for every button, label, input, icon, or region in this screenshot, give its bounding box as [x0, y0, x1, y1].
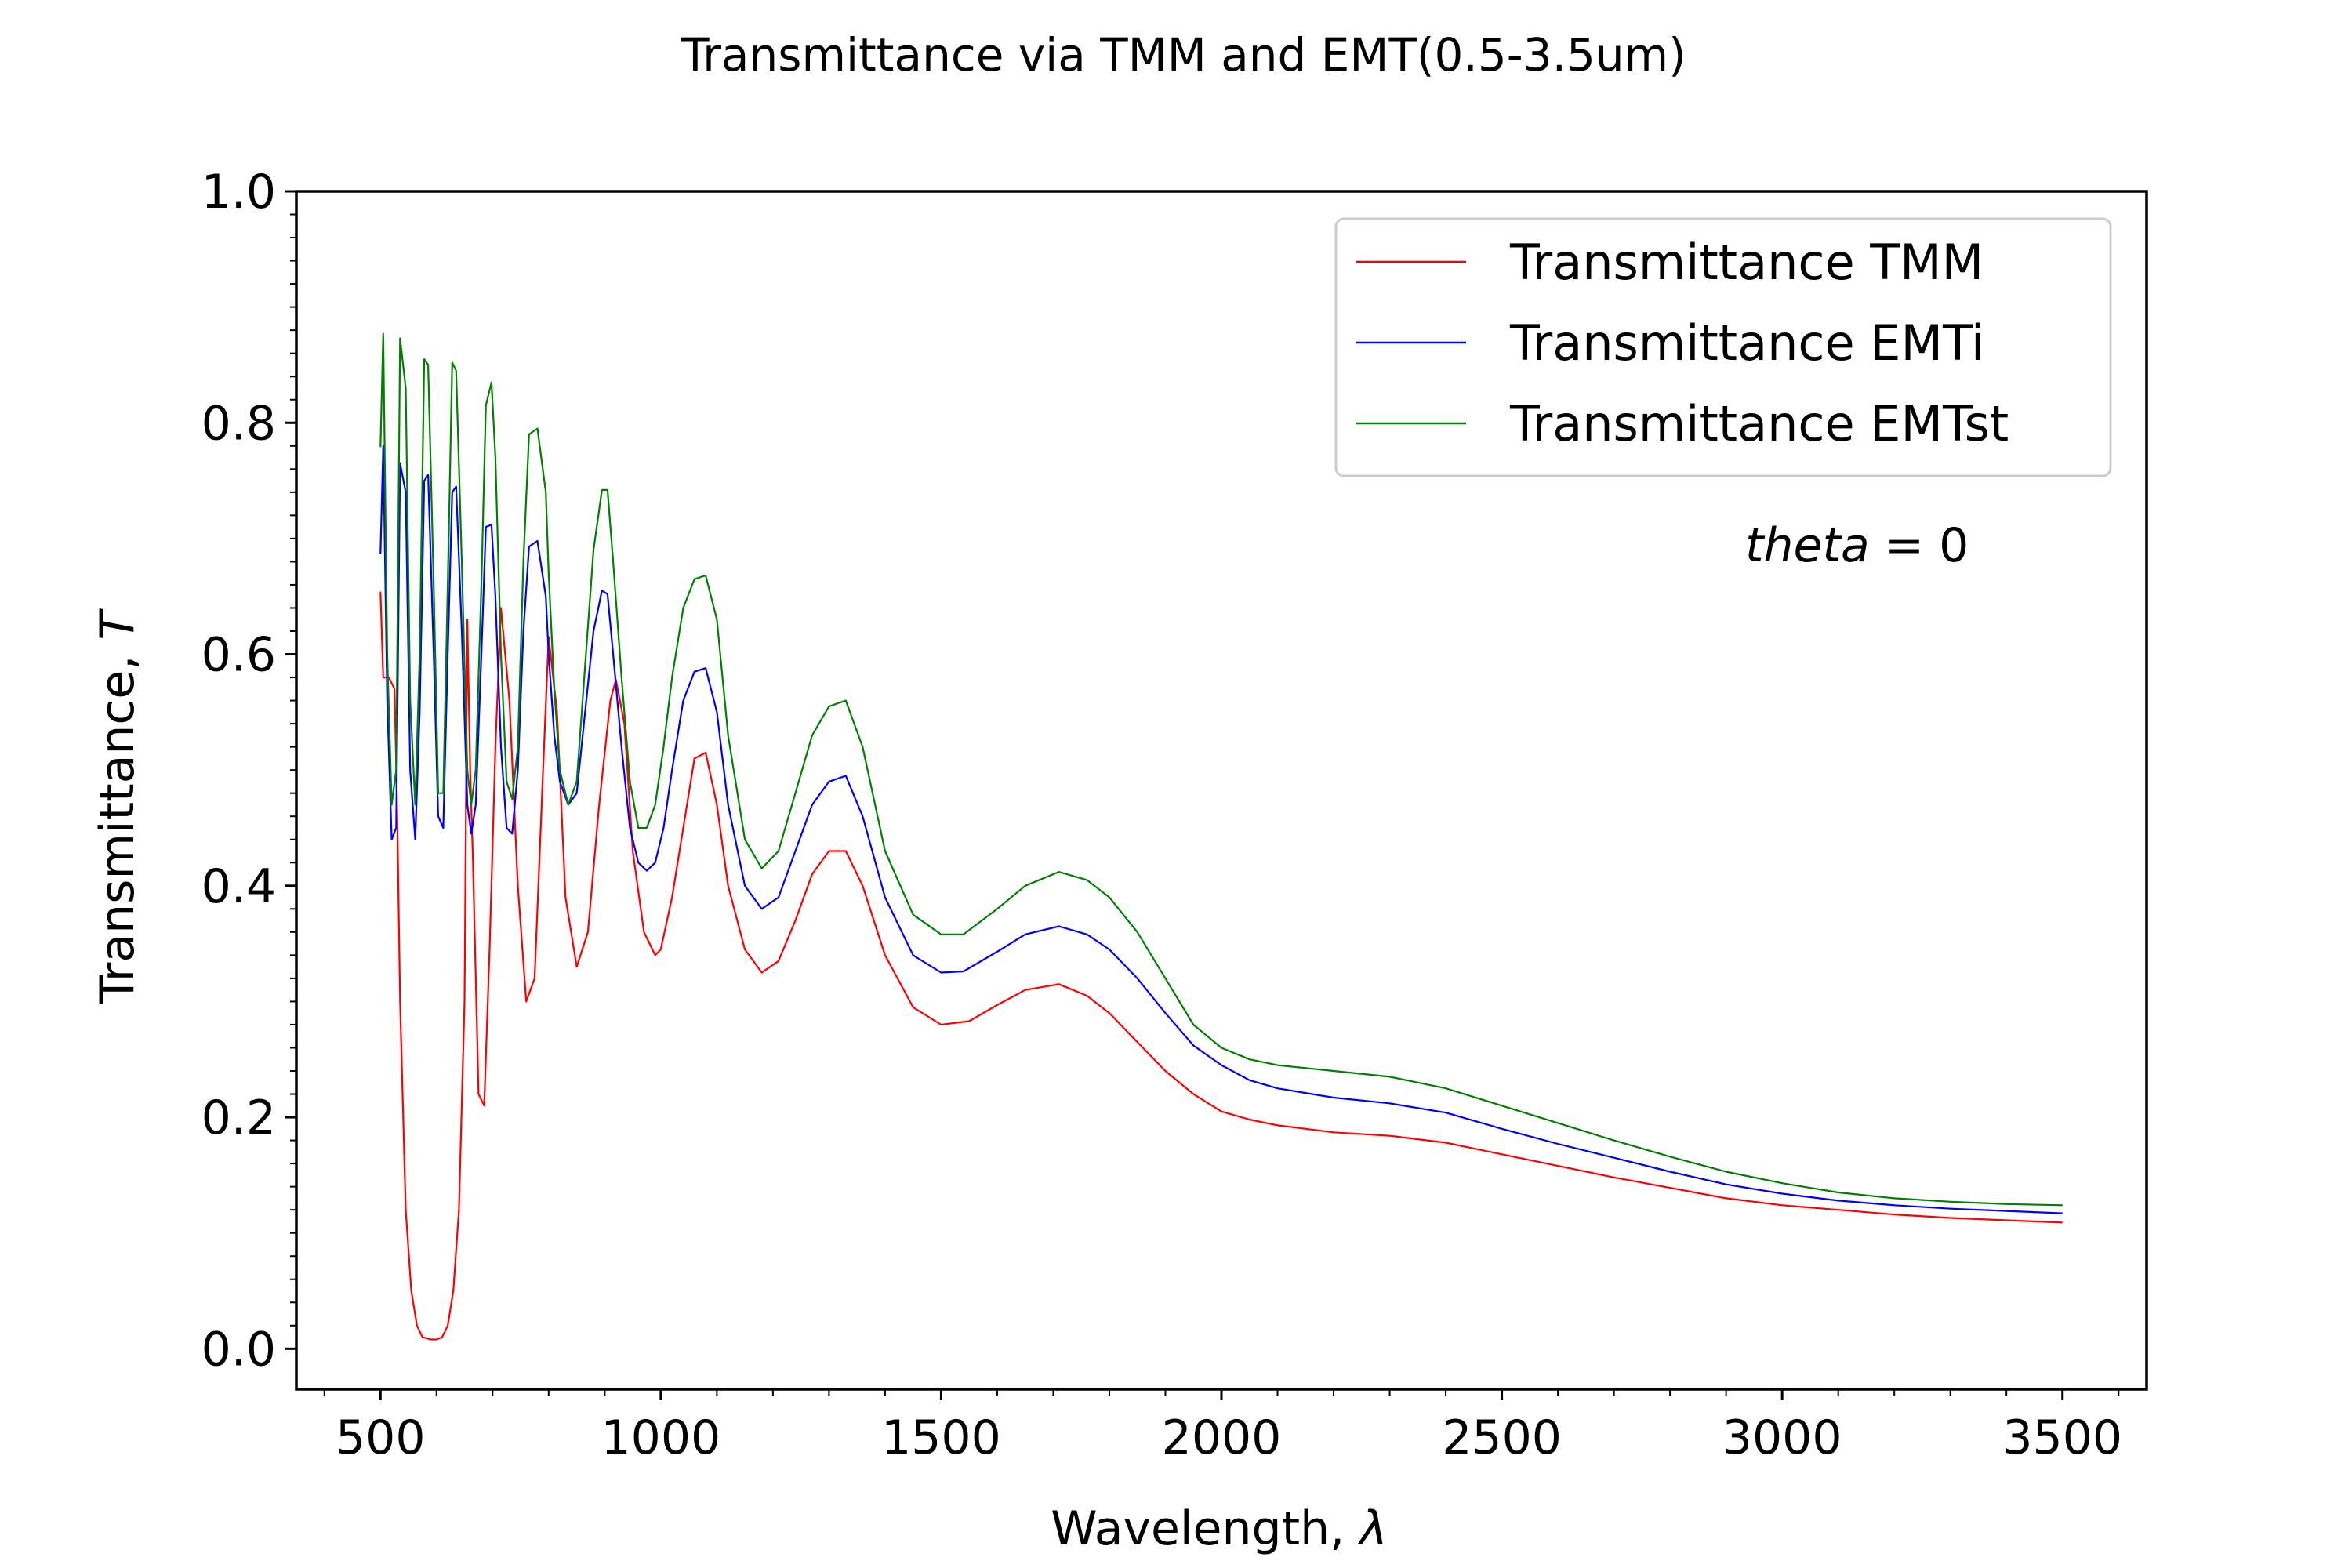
- y-tick-label: 0.0: [201, 1322, 276, 1377]
- y-tick-label: 0.8: [201, 396, 276, 451]
- theta-annotation: theta = 0: [1745, 518, 1969, 573]
- legend: Transmittance TMM Transmittance EMTi Trans…: [1334, 217, 2112, 477]
- x-tick-label: 3500: [2002, 1410, 2122, 1465]
- series-line-1: [379, 591, 2063, 1341]
- series-line-2: [379, 445, 2063, 1214]
- legend-box: [1334, 217, 2112, 477]
- x-axis-ticks: 500 1000 1500 2000 2500 3000 3500: [323, 1389, 2122, 1465]
- legend-label-1: Transmittance TMM: [1509, 234, 1984, 291]
- series-line-3: [379, 332, 2063, 1207]
- y-tick-label: 0.4: [201, 859, 276, 914]
- x-tick-label: 500: [336, 1410, 426, 1465]
- legend-label-2: Transmittance EMTi: [1509, 314, 1984, 372]
- x-axis-label: Wavelength, λ: [1051, 1501, 1388, 1556]
- x-axis-label-text: Wavelength,: [1051, 1501, 1359, 1556]
- legend-entries: Transmittance TMM Transmittance EMTi Trans…: [1356, 234, 2009, 452]
- x-tick-label: 2500: [1442, 1410, 1562, 1465]
- chart-title: Transmittance via TMM and EMT(0.5-3.5um): [681, 28, 1686, 82]
- series-group: [379, 332, 2063, 1341]
- legend-label-3: Transmittance EMTst: [1509, 395, 2009, 452]
- theta-annotation-value: = 0: [1870, 518, 1969, 573]
- x-tick-label: 3000: [1722, 1410, 1842, 1465]
- y-tick-label: 0.6: [201, 628, 276, 683]
- theta-annotation-symbol: theta: [1745, 518, 1870, 573]
- plot-area: 500 1000 1500 2000 2500 3000 3500 0.0 0.2 0.4 0.6…: [201, 165, 2148, 1465]
- y-axis-label-text: Transmittance,: [90, 641, 145, 1005]
- x-tick-label: 1000: [601, 1410, 720, 1465]
- x-axis-label-symbol: λ: [1357, 1501, 1388, 1556]
- y-tick-label: 0.2: [201, 1091, 276, 1145]
- x-tick-label: 1500: [881, 1410, 1001, 1465]
- x-tick-label: 2000: [1162, 1410, 1282, 1465]
- y-axis-ticks: 0.0 0.2 0.4 0.6 0.8 1.0: [201, 165, 296, 1377]
- y-axis-label-symbol: T: [90, 608, 145, 641]
- y-tick-label: 1.0: [201, 165, 276, 220]
- y-axis-label: Transmittance, T: [90, 608, 145, 1005]
